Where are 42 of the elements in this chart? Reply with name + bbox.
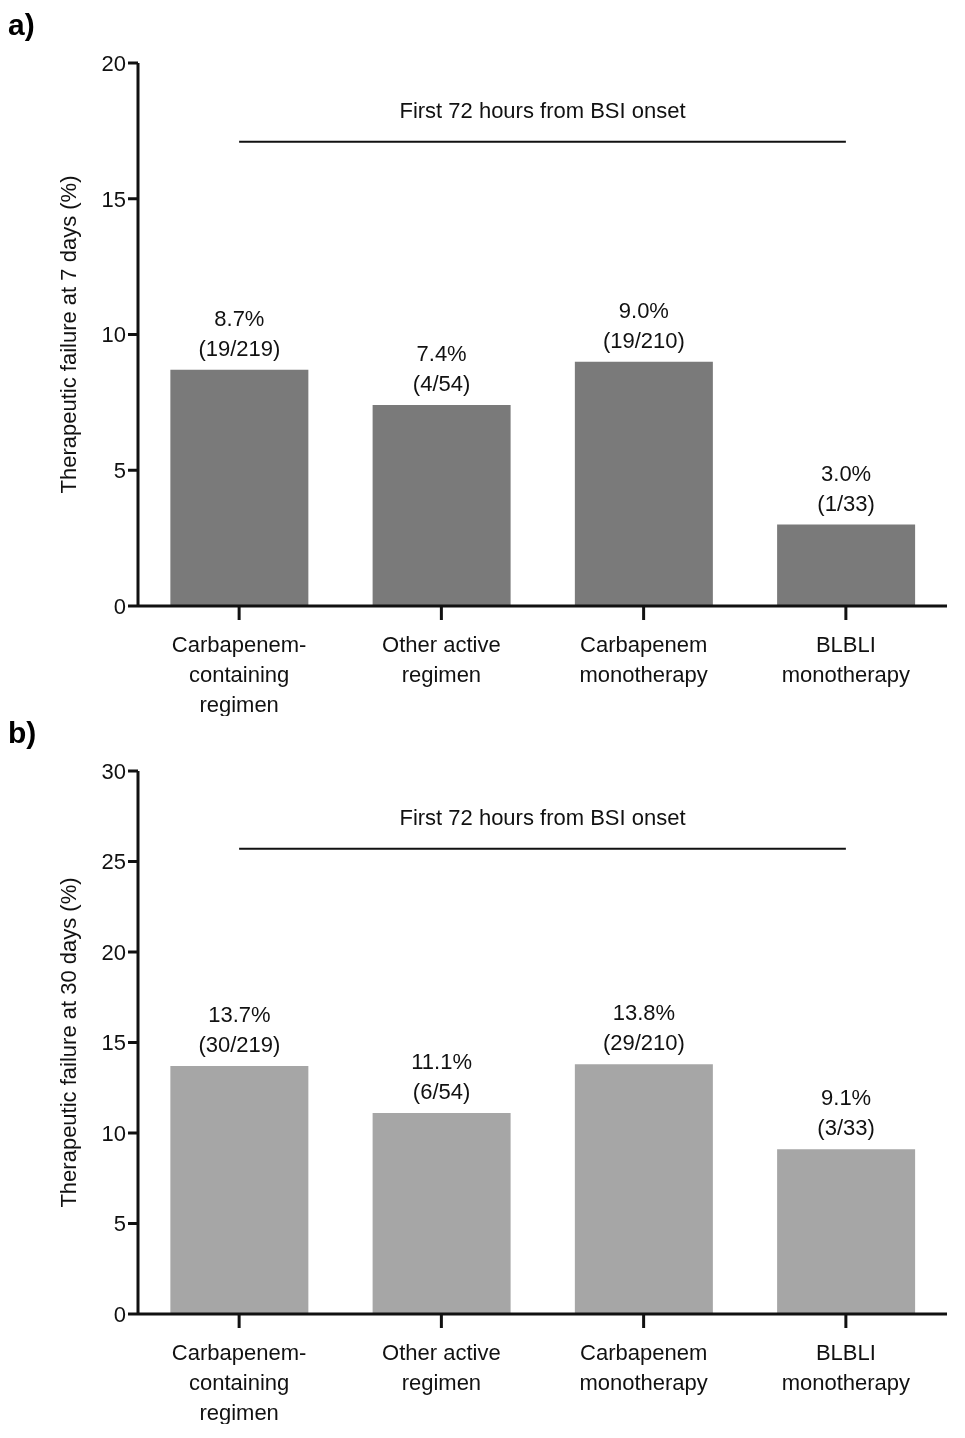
bar	[777, 524, 916, 606]
y-tick-label: 10	[101, 322, 126, 348]
y-tick-label: 0	[113, 1301, 126, 1327]
y-tick-label: 5	[113, 1211, 126, 1237]
data-label: 9.0% (19/210)	[602, 297, 685, 353]
bar	[170, 1066, 309, 1314]
x-tick-label: Carbapenem- containing regimen	[171, 632, 307, 717]
data-label: 8.7% (19/219)	[198, 305, 281, 361]
y-tick-label: 20	[101, 939, 126, 965]
data-label: 13.8% (29/210)	[602, 1000, 685, 1056]
bar	[170, 369, 309, 606]
x-tick-label: BLBLI monotherapy	[781, 632, 911, 687]
x-tick-label: Other active regimen	[382, 632, 501, 687]
data-label: 7.4% (4/54)	[412, 341, 471, 397]
data-label: 9.1% (3/33)	[817, 1085, 875, 1141]
data-label: 11.1% (6/54)	[411, 1049, 472, 1105]
x-tick-label: Carbapenem monotherapy	[579, 632, 708, 687]
ref-line-label: First 72 hours from BSI onset	[399, 804, 686, 830]
y-tick-label: 30	[101, 758, 126, 784]
bar	[574, 361, 713, 606]
y-tick-label: 15	[101, 186, 126, 212]
y-tick-label: 10	[101, 1120, 126, 1146]
bar	[372, 1113, 511, 1314]
bar	[574, 1064, 713, 1314]
data-label: 13.7% (30/219)	[198, 1002, 281, 1058]
chart-title: a)	[8, 8, 35, 42]
y-tick-label: 0	[113, 593, 126, 619]
bar	[372, 405, 511, 606]
y-tick-label: 25	[101, 849, 126, 875]
bar	[777, 1149, 916, 1314]
y-tick-label: 20	[101, 50, 126, 76]
ref-line-label: First 72 hours from BSI onset	[399, 97, 686, 123]
y-axis-title: Therapeutic failure at 30 days (%)	[55, 877, 81, 1208]
y-axis-title: Therapeutic failure at 7 days (%)	[55, 175, 81, 494]
x-tick-label: Carbapenem monotherapy	[579, 1340, 708, 1395]
y-tick-label: 15	[101, 1030, 126, 1056]
chart-title: b)	[8, 716, 37, 750]
y-tick-label: 5	[113, 458, 126, 484]
x-tick-label: Carbapenem- containing regimen	[171, 1340, 307, 1425]
x-tick-label: BLBLI monotherapy	[781, 1340, 911, 1395]
x-tick-label: Other active regimen	[382, 1340, 501, 1395]
data-label: 3.0% (1/33)	[817, 460, 875, 516]
